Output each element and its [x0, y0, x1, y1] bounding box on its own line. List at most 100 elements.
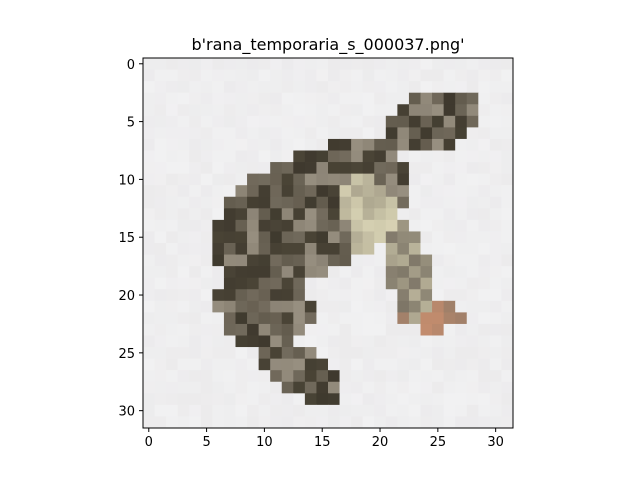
- image-pixel: [397, 92, 410, 105]
- image-pixel: [143, 150, 155, 163]
- image-pixel: [316, 208, 329, 221]
- image-pixel: [420, 323, 433, 336]
- image-pixel: [339, 254, 352, 267]
- image-pixel: [501, 104, 514, 117]
- image-pixel: [270, 370, 283, 383]
- image-pixel: [385, 208, 398, 221]
- image-pixel: [247, 58, 260, 70]
- image-pixel: [351, 393, 364, 406]
- image-pixel: [432, 266, 445, 279]
- image-pixel: [374, 196, 387, 209]
- image-pixel: [501, 138, 514, 151]
- image-pixel: [455, 196, 468, 209]
- image-pixel: [247, 381, 260, 394]
- image-pixel: [501, 254, 514, 267]
- image-pixel: [339, 185, 352, 198]
- image-pixel: [501, 185, 514, 198]
- image-pixel: [466, 81, 479, 94]
- image-pixel: [189, 300, 202, 313]
- image-pixel: [235, 81, 248, 94]
- image-pixel: [455, 393, 468, 406]
- image-pixel: [270, 58, 283, 70]
- image-pixel: [200, 104, 213, 117]
- image-pixel: [270, 92, 283, 105]
- image-pixel: [247, 335, 260, 348]
- image-pixel: [200, 243, 213, 255]
- image-pixel: [374, 393, 387, 406]
- image-pixel: [362, 289, 375, 302]
- image-pixel: [189, 277, 202, 290]
- image-pixel: [432, 277, 445, 290]
- x-tick-label: 0: [145, 435, 153, 450]
- image-pixel: [304, 81, 317, 94]
- image-pixel: [339, 335, 352, 348]
- image-pixel: [339, 300, 352, 313]
- image-pixel: [420, 416, 433, 429]
- image-pixel: [281, 69, 294, 82]
- image-pixel: [455, 58, 468, 70]
- image-pixel: [339, 138, 352, 151]
- image-pixel: [177, 231, 190, 244]
- image-pixel: [362, 358, 375, 371]
- image-pixel: [351, 196, 364, 209]
- image-pixel: [478, 162, 491, 175]
- image-pixel: [293, 231, 306, 244]
- image-pixel: [385, 289, 398, 302]
- image-pixel: [154, 277, 167, 290]
- image-pixel: [385, 81, 398, 94]
- image-pixel: [166, 231, 179, 244]
- image-pixel: [281, 393, 294, 406]
- image-pixel: [235, 393, 248, 406]
- image-pixel: [304, 370, 317, 383]
- image-pixel: [177, 370, 190, 383]
- image-pixel: [270, 312, 283, 325]
- image-pixel: [143, 104, 155, 117]
- image-pixel: [408, 243, 421, 255]
- image-pixel: [316, 300, 329, 313]
- image-pixel: [212, 185, 225, 198]
- image-pixel: [258, 404, 271, 417]
- image-pixel: [281, 404, 294, 417]
- image-pixel: [432, 173, 445, 186]
- image-pixel: [443, 69, 456, 82]
- image-pixel: [200, 92, 213, 105]
- image-pixel: [408, 277, 421, 290]
- image-pixel: [466, 266, 479, 279]
- image-pixel: [362, 393, 375, 406]
- image-pixel: [166, 416, 179, 429]
- axes-frame: [142, 57, 514, 429]
- image-pixel: [223, 404, 236, 417]
- image-pixel: [223, 381, 236, 394]
- image-pixel: [293, 162, 306, 175]
- image-pixel: [385, 358, 398, 371]
- image-pixel: [374, 381, 387, 394]
- image-pixel: [143, 358, 155, 371]
- image-pixel: [235, 104, 248, 117]
- image-pixel: [200, 323, 213, 336]
- image-pixel: [362, 138, 375, 151]
- image-pixel: [385, 300, 398, 313]
- image-pixel: [143, 300, 155, 313]
- image-pixel: [258, 219, 271, 232]
- image-pixel: [408, 196, 421, 209]
- image-pixel: [212, 416, 225, 429]
- image-pixel: [420, 335, 433, 348]
- image-pixel: [304, 312, 317, 325]
- image-pixel: [293, 69, 306, 82]
- image-pixel: [432, 115, 445, 128]
- image-pixel: [258, 370, 271, 383]
- image-pixel: [443, 150, 456, 163]
- image-pixel: [501, 289, 514, 302]
- image-pixel: [351, 370, 364, 383]
- image-pixel: [501, 81, 514, 94]
- image-pixel: [432, 196, 445, 209]
- image-pixel: [443, 219, 456, 232]
- image-pixel: [177, 243, 190, 255]
- image-pixel: [154, 393, 167, 406]
- image-pixel: [177, 347, 190, 360]
- image-pixel: [478, 127, 491, 140]
- image-pixel: [258, 243, 271, 255]
- image-pixel: [316, 104, 329, 117]
- image-pixel: [362, 243, 375, 255]
- image-pixel: [466, 185, 479, 198]
